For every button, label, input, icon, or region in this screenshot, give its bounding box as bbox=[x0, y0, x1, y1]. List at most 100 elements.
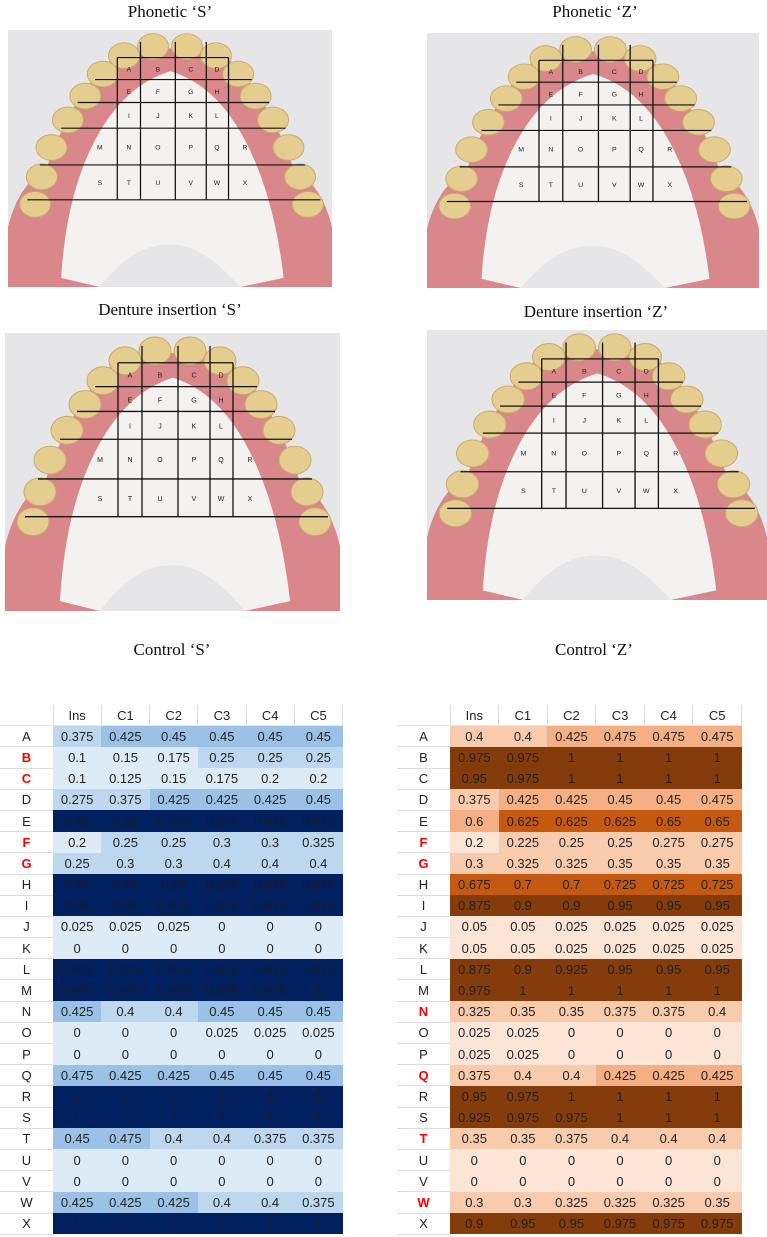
heatmap-cell: 0.375 bbox=[53, 725, 102, 747]
heatmap-cell: 0.375 bbox=[450, 789, 499, 811]
grid-letter: D bbox=[214, 66, 219, 73]
heatmap-cell: 0.025 bbox=[53, 916, 102, 938]
grid-letter: G bbox=[616, 393, 622, 400]
grid-letter: T bbox=[549, 182, 553, 189]
grid-letter: F bbox=[582, 393, 586, 400]
row-label: X bbox=[397, 1213, 450, 1235]
heatmap-cell: 0.3 bbox=[450, 852, 499, 874]
row-label: E bbox=[0, 810, 53, 833]
tooth bbox=[509, 362, 544, 391]
heatmap-cell: 1 bbox=[246, 1107, 295, 1129]
table-row: G 0.3 0.325 0.325 0.35 0.35 0.35 bbox=[397, 852, 742, 875]
heatmap-cell: 0.025 bbox=[595, 937, 645, 959]
heatmap-cell: 0.975 bbox=[498, 768, 548, 790]
heatmap-cell: 0.3 bbox=[149, 852, 198, 874]
heatmap-cell: 0.975 bbox=[294, 895, 343, 917]
heatmap-cell: 0 bbox=[692, 1170, 742, 1192]
tooth bbox=[562, 333, 596, 362]
heatmap-cell: 0.95 bbox=[53, 895, 102, 917]
tooth bbox=[651, 362, 686, 391]
tooth bbox=[598, 333, 632, 362]
panel-title-phonetic-s: Phonetic ‘S’ bbox=[127, 2, 213, 21]
grid-letter: C bbox=[188, 66, 193, 73]
heatmap-cell: 0.025 bbox=[197, 1022, 246, 1044]
heatmap-cell: 0.95 bbox=[450, 1085, 499, 1108]
heatmap-cell: 1 bbox=[547, 746, 596, 769]
heatmap-cell: 0.95 bbox=[644, 958, 693, 980]
grid-letter: R bbox=[667, 147, 672, 154]
heatmap-cell: 0 bbox=[149, 1022, 198, 1044]
tooth bbox=[52, 106, 84, 134]
heatmap-cell: 1 bbox=[692, 768, 742, 790]
grid-letter: B bbox=[582, 369, 587, 376]
grid-letter: K bbox=[189, 113, 194, 120]
heatmap-cell: 0.225 bbox=[498, 831, 548, 853]
heatmap-cell: 0.425 bbox=[197, 789, 246, 811]
table-row: E 0.95 0.95 0.975 0.975 0.975 0.975 bbox=[0, 810, 343, 833]
tooth bbox=[272, 134, 305, 161]
grid-letter: F bbox=[156, 89, 160, 96]
heatmap-cell: 0.975 bbox=[101, 979, 150, 1002]
heatmap-table-control-z: Ins C1 C2 C3 C4 C5 A 0.4 0.4 0.425 0.475 0.475 0.475… bbox=[397, 705, 742, 1235]
heatmap-cell: 0.975 bbox=[498, 746, 548, 769]
tooth bbox=[646, 63, 680, 90]
row-label: P bbox=[0, 1043, 53, 1066]
heatmap-cell: 0.375 bbox=[101, 789, 150, 811]
heatmap-cell: 0.425 bbox=[547, 725, 596, 747]
panel-title-insertion-z: Denture insertion ‘Z’ bbox=[523, 302, 669, 321]
heatmap-cell: 0.6 bbox=[450, 810, 499, 832]
heatmap-cell: 1 bbox=[101, 1107, 150, 1129]
tooth bbox=[25, 163, 58, 191]
heatmap-cell: 0 bbox=[149, 937, 198, 959]
tooth bbox=[473, 410, 507, 439]
table-row: P 0.025 0.025 0 0 0 0 bbox=[397, 1043, 742, 1066]
heatmap-cell: 0.95 bbox=[450, 768, 499, 790]
heatmap-cell: 1 bbox=[644, 768, 693, 790]
heatmap-cell: 0.45 bbox=[197, 1001, 246, 1023]
grid-letter: U bbox=[582, 488, 587, 495]
table-row: D 0.275 0.375 0.425 0.425 0.425 0.45 bbox=[0, 789, 343, 811]
heatmap-cell: 0.95 bbox=[53, 874, 102, 896]
heatmap-cell: 1 bbox=[692, 1085, 742, 1108]
heatmap-cell: 1 bbox=[692, 1107, 742, 1129]
heatmap-cell: 0 bbox=[101, 1170, 150, 1192]
heatmap-cell: 0 bbox=[294, 1149, 343, 1171]
heatmap-cell: 0.2 bbox=[450, 831, 499, 853]
heatmap-cell: 0.95 bbox=[149, 874, 198, 896]
grid-letter: O bbox=[157, 457, 163, 464]
grid-letter: K bbox=[616, 418, 621, 425]
heatmap-cell: 0.4 bbox=[149, 1128, 198, 1150]
tooth bbox=[86, 60, 119, 88]
tooth bbox=[670, 385, 704, 414]
heatmap-cell: 0.45 bbox=[644, 789, 693, 811]
heatmap-cell: 0 bbox=[53, 937, 102, 959]
tooth bbox=[559, 36, 593, 63]
grid-letter: S bbox=[98, 180, 103, 187]
heatmap-cell: 0 bbox=[498, 1149, 548, 1171]
heatmap-cell: 0.975 bbox=[53, 979, 102, 1002]
tooth bbox=[290, 477, 324, 507]
heatmap-cell: 0.95 bbox=[644, 895, 693, 917]
heatmap-cell: 0.725 bbox=[595, 874, 645, 896]
tooth bbox=[23, 477, 57, 507]
heatmap-cell: 0.925 bbox=[547, 958, 596, 980]
heatmap-cell: 0.45 bbox=[294, 1001, 343, 1023]
grid-letter: K bbox=[612, 116, 617, 123]
heatmap-cell: 0.425 bbox=[644, 1064, 693, 1086]
heatmap-cell: 0.4 bbox=[692, 1001, 742, 1023]
heatmap-cell: 0.65 bbox=[644, 810, 693, 832]
grid-letter: I bbox=[128, 113, 130, 120]
heatmap-cell: 0.2 bbox=[294, 768, 343, 790]
grid-letter: X bbox=[673, 488, 678, 495]
grid-letter: H bbox=[644, 393, 649, 400]
heatmap-cell: 0.975 bbox=[197, 874, 246, 896]
grid-letter: H bbox=[639, 92, 644, 99]
tooth bbox=[491, 385, 525, 414]
grid-letter: V bbox=[616, 488, 621, 495]
table-row: S 0.925 0.975 0.975 1 1 1 bbox=[397, 1107, 742, 1129]
heatmap-cell: 1 bbox=[197, 1107, 246, 1129]
grid-letter: W bbox=[218, 496, 225, 503]
table-row: K 0.05 0.05 0.025 0.025 0.025 0.025 bbox=[397, 937, 742, 960]
grid-letter: M bbox=[97, 144, 103, 151]
